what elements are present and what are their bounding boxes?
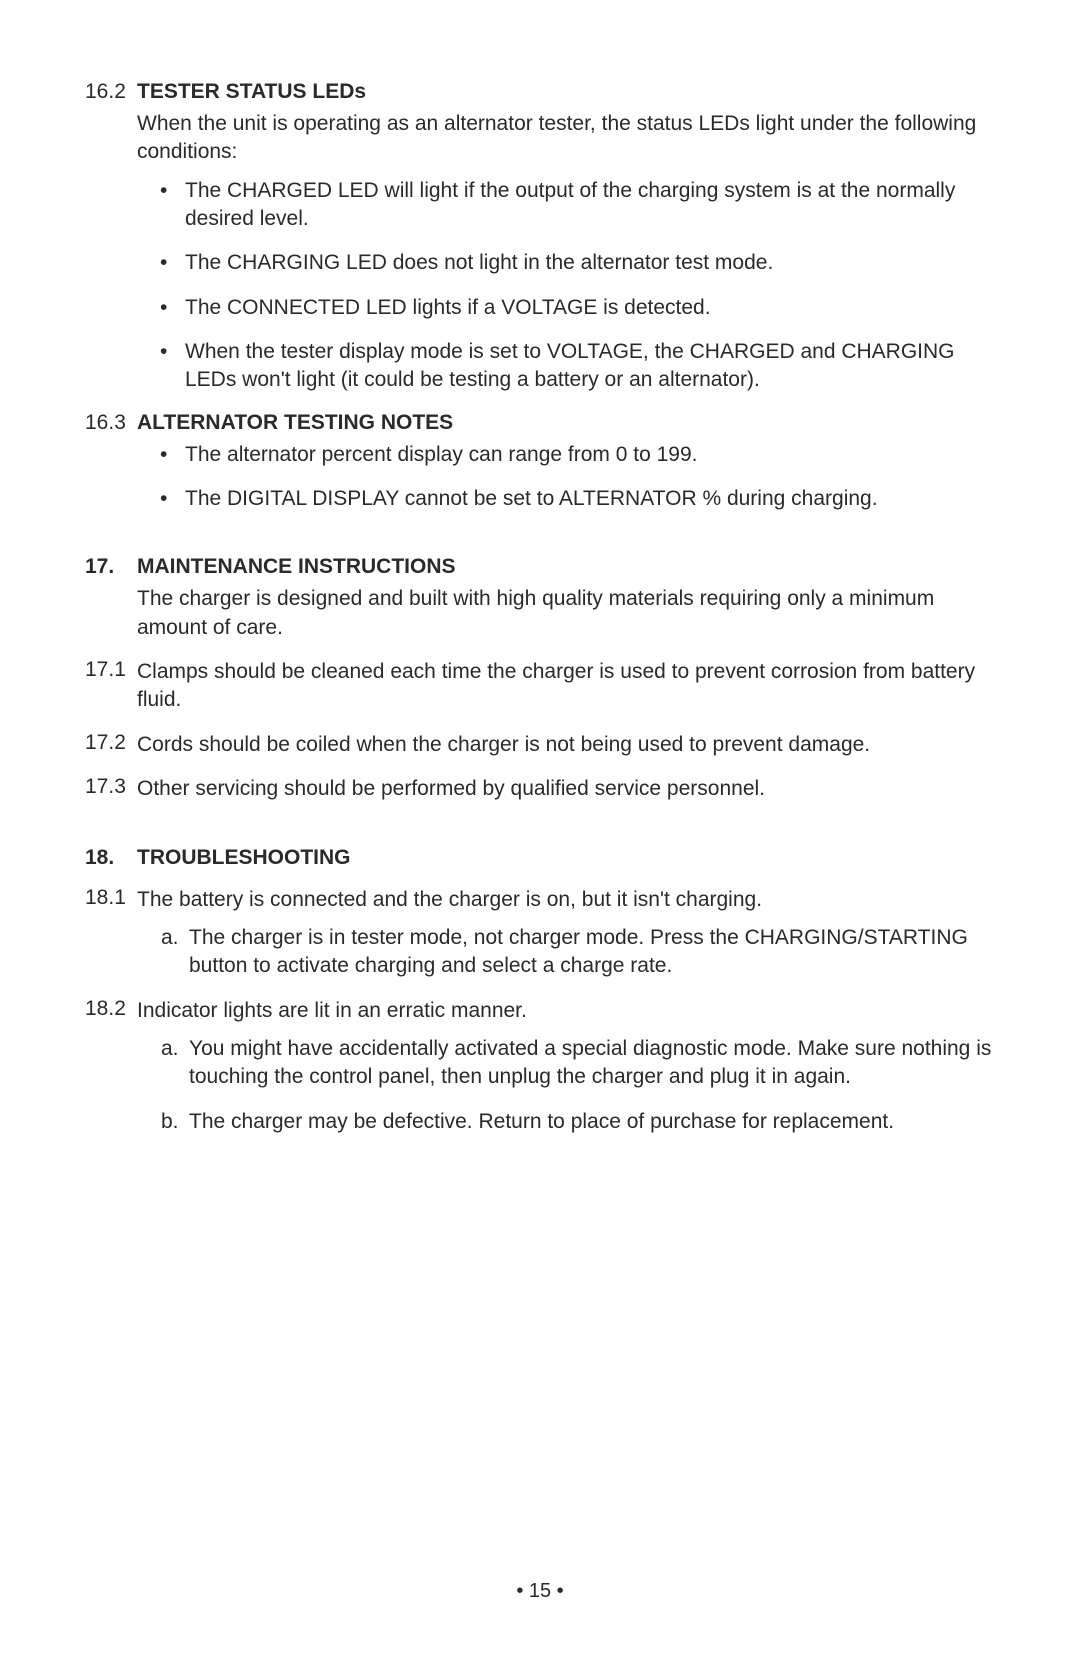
item-number: 18.1	[85, 886, 137, 914]
section-number: 16.2	[85, 80, 137, 104]
section-title: TROUBLESHOOTING	[137, 846, 351, 869]
sub-letter: a.	[161, 1035, 189, 1092]
item-text: Clamps should be cleaned each time the c…	[137, 658, 995, 715]
bullet-item: The alternator percent display can range…	[160, 441, 995, 469]
sub-item: a. The charger is in tester mode, not ch…	[161, 924, 995, 981]
item-18-1-subs: a. The charger is in tester mode, not ch…	[161, 924, 995, 981]
item-17-3: 17.3 Other servicing should be performed…	[85, 775, 995, 803]
bullet-item: When the tester display mode is set to V…	[160, 338, 995, 395]
section-16-3-heading: 16.3ALTERNATOR TESTING NOTES	[85, 411, 995, 435]
sub-letter: b.	[161, 1108, 189, 1136]
section-number: 16.3	[85, 411, 137, 435]
sub-text: The charger may be defective. Return to …	[189, 1108, 995, 1136]
item-18-2-subs: a. You might have accidentally activated…	[161, 1035, 995, 1136]
section-number: 17.	[85, 555, 137, 579]
section-number: 18.	[85, 846, 137, 870]
section-title: TESTER STATUS LEDs	[137, 80, 366, 103]
item-17-2: 17.2 Cords should be coiled when the cha…	[85, 731, 995, 759]
section-16-3-bullets: The alternator percent display can range…	[160, 441, 995, 514]
section-16-2-bullets: The CHARGED LED will light if the output…	[160, 177, 995, 395]
section-title: MAINTENANCE INSTRUCTIONS	[137, 555, 456, 578]
bullet-item: The CONNECTED LED lights if a VOLTAGE is…	[160, 294, 995, 322]
item-number: 17.2	[85, 731, 137, 759]
section-title: ALTERNATOR TESTING NOTES	[137, 411, 453, 434]
section-16-2-intro: When the unit is operating as an alterna…	[137, 110, 995, 167]
sub-letter: a.	[161, 924, 189, 981]
sub-text: You might have accidentally activated a …	[189, 1035, 995, 1092]
item-text: The battery is connected and the charger…	[137, 886, 995, 914]
item-text: Other servicing should be performed by q…	[137, 775, 995, 803]
bullet-item: The CHARGING LED does not light in the a…	[160, 249, 995, 277]
sub-item: a. You might have accidentally activated…	[161, 1035, 995, 1092]
item-17-1: 17.1 Clamps should be cleaned each time …	[85, 658, 995, 715]
section-16-2-heading: 16.2TESTER STATUS LEDs	[85, 80, 995, 104]
section-17-heading: 17.MAINTENANCE INSTRUCTIONS	[85, 555, 995, 579]
page-number: • 15 •	[0, 1580, 1080, 1603]
item-18-1: 18.1 The battery is connected and the ch…	[85, 886, 995, 914]
sub-item: b. The charger may be defective. Return …	[161, 1108, 995, 1136]
sub-text: The charger is in tester mode, not charg…	[189, 924, 995, 981]
item-text: Indicator lights are lit in an erratic m…	[137, 997, 995, 1025]
section-18-heading: 18.TROUBLESHOOTING	[85, 846, 995, 870]
section-17-intro: The charger is designed and built with h…	[137, 585, 995, 642]
item-text: Cords should be coiled when the charger …	[137, 731, 995, 759]
item-number: 17.3	[85, 775, 137, 803]
bullet-item: The CHARGED LED will light if the output…	[160, 177, 995, 234]
item-18-2: 18.2 Indicator lights are lit in an erra…	[85, 997, 995, 1025]
item-number: 17.1	[85, 658, 137, 715]
item-number: 18.2	[85, 997, 137, 1025]
bullet-item: The DIGITAL DISPLAY cannot be set to ALT…	[160, 485, 995, 513]
